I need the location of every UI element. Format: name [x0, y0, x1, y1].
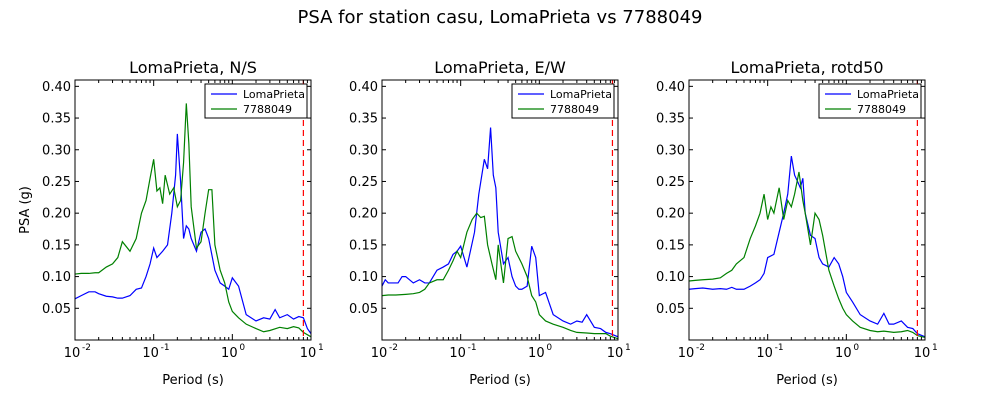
- x-tick-label: 10: [300, 346, 317, 361]
- y-tick-label: 0.10: [349, 270, 378, 285]
- y-tick-label: 0.05: [656, 302, 685, 317]
- y-tick-label: 0.10: [42, 270, 71, 285]
- y-tick-label: 0.30: [42, 143, 71, 158]
- x-tick-exponent: -2: [82, 343, 91, 353]
- x-tick-label: 10: [678, 346, 695, 361]
- series-line-1: [689, 155, 925, 338]
- panel-title: LomaPrieta, rotd50: [730, 58, 883, 77]
- panel-title: LomaPrieta, E/W: [434, 58, 566, 77]
- y-tick-label: 0.05: [42, 302, 71, 317]
- x-tick-exponent: -2: [389, 343, 398, 353]
- x-tick-exponent: 0: [546, 343, 552, 353]
- legend-box: [511, 83, 615, 119]
- legend-box: [818, 83, 922, 119]
- y-tick-label: 0.20: [656, 207, 685, 222]
- y-tick-label: 0.05: [349, 302, 378, 317]
- series-line-1: [382, 127, 618, 338]
- legend: LomaPrieta 7788049: [818, 83, 922, 119]
- y-tick-label: 0.40: [349, 80, 378, 95]
- chart-panels: LomaPrieta, N/S 0.05 0.10 0.15 0.20 0.25 0.30 0…: [18, 58, 938, 388]
- legend: LomaPrieta 7788049: [511, 83, 615, 119]
- x-tick-label: 10: [528, 346, 545, 361]
- legend-entry-2: 7788049: [243, 103, 292, 116]
- x-axis-label: Period (s): [162, 373, 224, 388]
- axes-frame: [688, 79, 926, 341]
- y-tick-label: 0.15: [656, 238, 685, 253]
- x-tick-exponent: -1: [468, 343, 477, 353]
- x-tick-exponent: 1: [318, 343, 324, 353]
- legend-entry-2: 7788049: [550, 103, 599, 116]
- y-tick-label: 0.25: [656, 175, 685, 190]
- y-tick-label: 0.25: [349, 175, 378, 190]
- x-tick-exponent: 1: [932, 343, 938, 353]
- chart-panel-2: LomaPrieta, E/W 0.05 0.10 0.15 0.20 0.25 0.30 0…: [349, 58, 631, 388]
- chart-panel-3: LomaPrieta, rotd50 0.05 0.10 0.15 0.20 0.25 0.…: [656, 58, 938, 388]
- x-tick-label: 10: [835, 346, 852, 361]
- x-tick-label: 10: [607, 346, 624, 361]
- x-tick-label: 10: [914, 346, 931, 361]
- x-tick-exponent: 1: [625, 343, 631, 353]
- y-axis-label: PSA (g): [18, 186, 33, 234]
- y-tick-label: 0.40: [42, 80, 71, 95]
- legend-entry-1: LomaPrieta: [243, 88, 305, 101]
- x-tick-exponent: -1: [775, 343, 784, 353]
- y-tick-label: 0.35: [349, 112, 378, 127]
- legend-box: [204, 83, 308, 119]
- y-tick-label: 0.20: [349, 207, 378, 222]
- x-axis-label: Period (s): [776, 373, 838, 388]
- y-tick-label: 0.40: [656, 80, 685, 95]
- y-tick-label: 0.15: [349, 238, 378, 253]
- x-tick-exponent: 0: [239, 343, 245, 353]
- series-line-2: [382, 212, 618, 340]
- legend-entry-1: LomaPrieta: [857, 88, 919, 101]
- x-tick-label: 10: [221, 346, 238, 361]
- x-tick-label: 10: [449, 346, 466, 361]
- y-tick-label: 0.25: [42, 175, 71, 190]
- x-tick-label: 10: [142, 346, 159, 361]
- x-tick-label: 10: [64, 346, 81, 361]
- chart-panel-1: LomaPrieta, N/S 0.05 0.10 0.15 0.20 0.25 0.30 0…: [18, 58, 324, 388]
- y-tick-label: 0.30: [349, 143, 378, 158]
- x-tick-exponent: -2: [696, 343, 705, 353]
- axes-frame: [74, 79, 312, 341]
- legend-entry-2: 7788049: [857, 103, 906, 116]
- series-line-1: [75, 133, 311, 335]
- x-tick-label: 10: [371, 346, 388, 361]
- figure-title: PSA for station casu, LomaPrieta vs 7788…: [298, 7, 703, 28]
- x-tick-exponent: 0: [853, 343, 859, 353]
- series-line-2: [689, 171, 925, 339]
- axes-frame: [381, 79, 619, 341]
- series-line-2: [75, 103, 311, 338]
- y-tick-label: 0.10: [656, 270, 685, 285]
- x-tick-label: 10: [756, 346, 773, 361]
- y-tick-label: 0.30: [656, 143, 685, 158]
- x-tick-exponent: -1: [161, 343, 170, 353]
- legend-entry-1: LomaPrieta: [550, 88, 612, 101]
- x-axis-label: Period (s): [469, 373, 531, 388]
- y-tick-label: 0.20: [42, 207, 71, 222]
- legend: LomaPrieta 7788049: [204, 83, 308, 119]
- y-tick-label: 0.15: [42, 238, 71, 253]
- y-tick-label: 0.35: [656, 112, 685, 127]
- y-tick-label: 0.35: [42, 112, 71, 127]
- panel-title: LomaPrieta, N/S: [129, 58, 257, 77]
